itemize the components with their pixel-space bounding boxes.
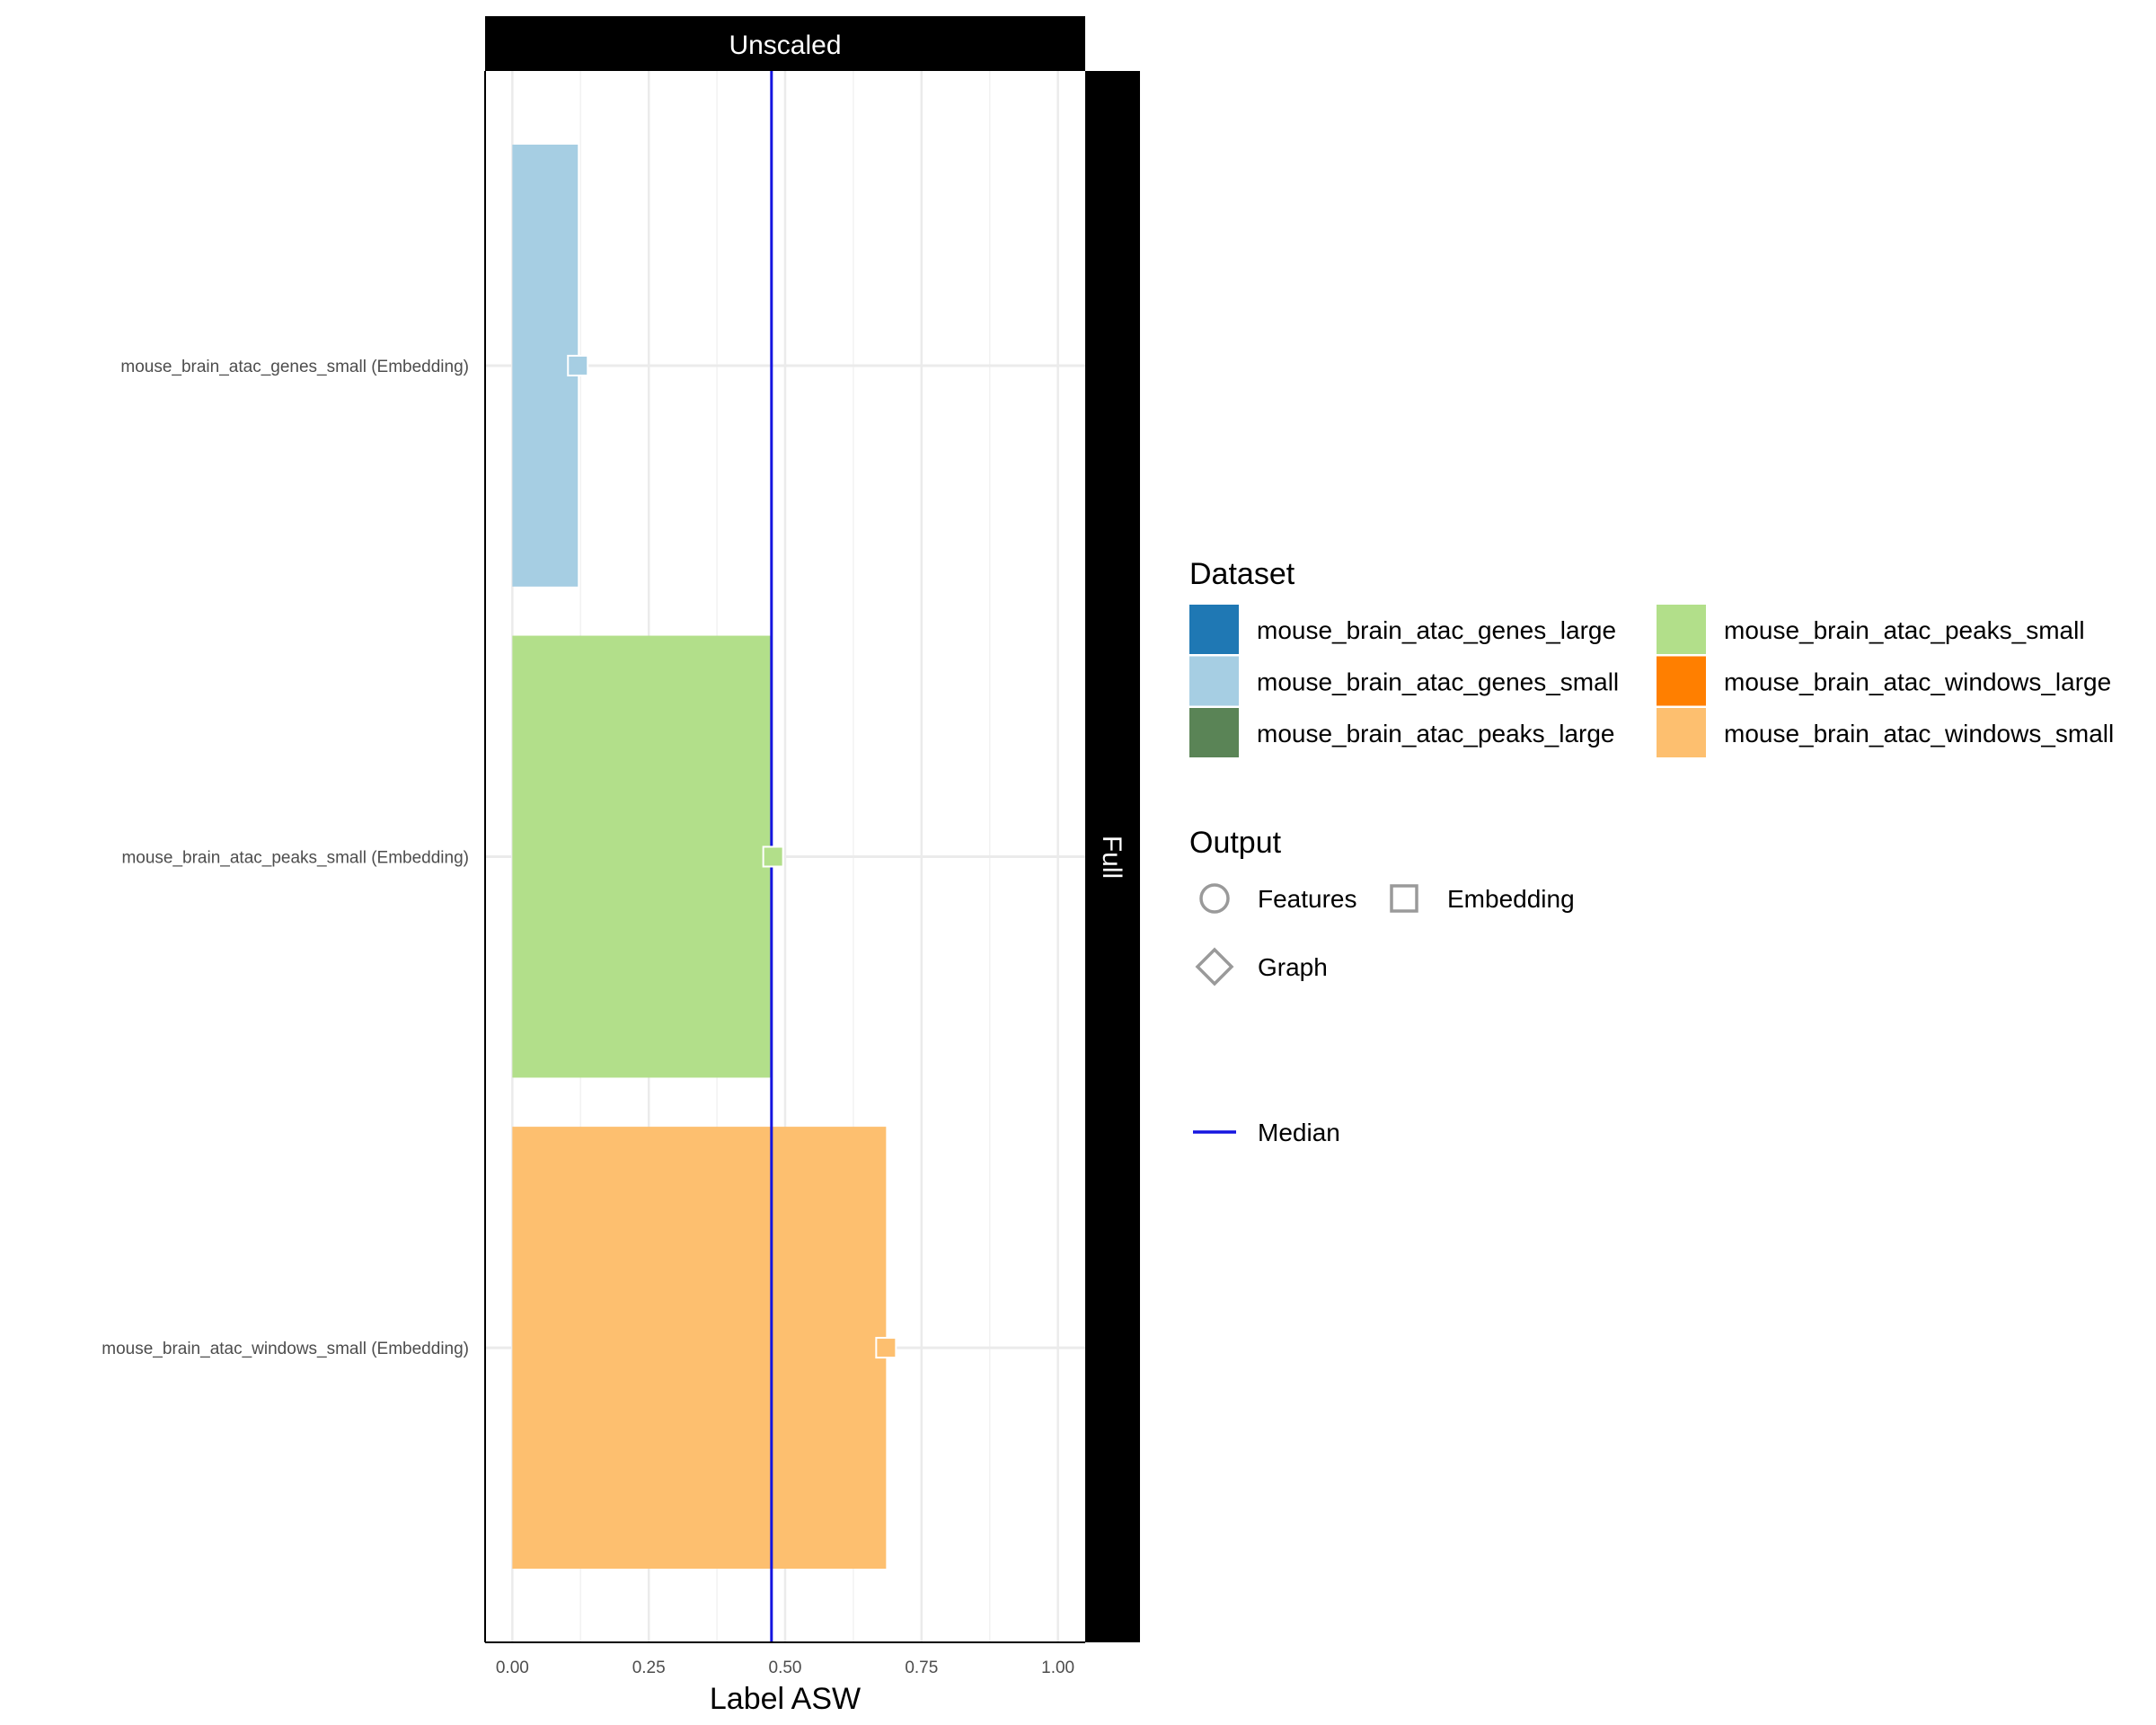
legend-dataset-key [1657, 605, 1706, 654]
legend-dataset-key [1657, 656, 1706, 706]
data-point [875, 1337, 897, 1359]
legend-dataset-label: mouse_brain_atac_windows_large [1724, 668, 2111, 696]
legend-dataset-title: Dataset [1189, 557, 1295, 591]
bar [512, 635, 772, 1078]
legend-outputs: Features Embedding Graph [1195, 883, 1575, 986]
x-tick-label: 0.75 [905, 1659, 938, 1677]
legend-output-label: Graph [1258, 953, 1328, 981]
legend-dataset-key [1189, 605, 1239, 654]
legend: Dataset mouse_brain_atac_genes_largemous… [1189, 557, 2114, 1146]
x-tick-label: 1.00 [1041, 1659, 1074, 1677]
bar-layer [512, 144, 887, 1570]
data-point [567, 354, 589, 376]
legend-output-title: Output [1189, 826, 1282, 860]
legend-datasets: mouse_brain_atac_genes_large mouse_brain_… [1189, 605, 2114, 757]
facet-strip-right-label: Full [1097, 836, 1127, 879]
legend-dataset-label: mouse_brain_atac_genes_large [1257, 616, 1616, 644]
legend-shape-circle [1199, 883, 1230, 914]
point-layer [567, 354, 897, 1359]
bar [512, 144, 579, 587]
legend-dataset-key [1657, 708, 1706, 757]
legend-output-label: Embedding [1447, 885, 1575, 913]
legend-dataset-label: mouse_brain_atac_peaks_large [1257, 720, 1615, 748]
y-category-label: mouse_brain_atac_windows_small (Embeddin… [102, 1340, 469, 1358]
x-tick-label: 0.25 [632, 1659, 666, 1677]
y-category-label: mouse_brain_atac_peaks_small (Embedding) [121, 849, 469, 868]
legend-output-label: Features [1258, 885, 1357, 913]
data-point [762, 845, 784, 868]
legend-dataset-key [1189, 656, 1239, 706]
legend-shape-diamond [1195, 947, 1234, 986]
facet-strip-right [1085, 71, 1140, 1642]
legend-dataset-label: mouse_brain_atac_genes_small [1257, 668, 1619, 696]
legend-shape-square [1390, 884, 1418, 913]
legend-median-label: Median [1258, 1119, 1340, 1146]
legend-dataset-key [1189, 708, 1239, 757]
y-category-label: mouse_brain_atac_genes_small (Embedding) [120, 358, 469, 376]
axis-layer: 0.00 0.25 0.50 0.75 1.00 mouse_brain_atac_win… [102, 71, 1085, 1677]
facet-strip-top-label: Unscaled [729, 31, 841, 60]
facet-strip-top [485, 16, 1085, 71]
x-tick-label: 0.50 [769, 1659, 802, 1677]
bar [512, 1127, 887, 1570]
legend-dataset-label: mouse_brain_atac_windows_small [1724, 720, 2114, 748]
x-axis-title: Label ASW [710, 1682, 861, 1716]
x-tick-label: 0.00 [496, 1659, 529, 1677]
legend-dataset-label: mouse_brain_atac_peaks_small [1724, 616, 2085, 644]
